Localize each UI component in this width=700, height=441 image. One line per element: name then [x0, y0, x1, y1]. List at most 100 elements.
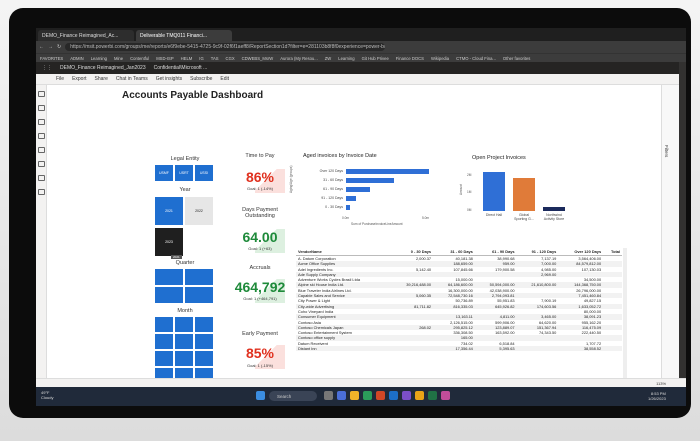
favorite-link[interactable]: HELM — [180, 55, 193, 61]
table-row[interactable]: A. Datum Corporation 2,000.37 40,181.38 38,… — [296, 256, 622, 262]
month-button[interactable] — [195, 368, 213, 378]
toolbar-get-insights-button[interactable]: Get insights — [155, 76, 183, 82]
column-header[interactable]: VendorName — [296, 248, 392, 256]
month-button[interactable] — [175, 317, 193, 332]
learn-icon[interactable] — [38, 175, 45, 181]
browser-tab-active[interactable]: Deliverable TMQ011 Financi... — [136, 30, 232, 41]
browse-icon[interactable] — [38, 119, 45, 125]
month-button[interactable] — [155, 368, 173, 378]
month-button[interactable] — [155, 351, 173, 366]
month-button[interactable] — [175, 334, 193, 349]
goals-icon[interactable] — [38, 147, 45, 153]
create-icon[interactable] — [38, 105, 45, 111]
refresh-icon[interactable]: ↻ — [57, 44, 62, 50]
year-2022[interactable]: 2022 — [185, 197, 213, 225]
table-row[interactable]: Adel Ingredients Inc. 5,142.40 107,845.66 1… — [296, 267, 622, 272]
browser-tab[interactable]: DEMO_Finance Reimagined_Ac... — [38, 30, 134, 41]
onenote-icon[interactable] — [402, 391, 411, 400]
favorite-link[interactable]: ADMIN — [70, 55, 84, 61]
outlook-icon[interactable] — [389, 391, 398, 400]
favorite-link[interactable]: MSD-ISP — [156, 55, 174, 61]
table-row[interactable]: Contoso office supply 165.00 — [296, 335, 622, 341]
clock[interactable]: 8:53 PM 1/26/2023 — [648, 391, 666, 401]
powerbi-icon[interactable] — [415, 391, 424, 400]
month-button[interactable] — [195, 317, 213, 332]
table-row[interactable]: Coho Vineyard India 80,000.00 — [296, 309, 622, 314]
quarter-q2[interactable] — [185, 269, 213, 285]
favorite-link[interactable]: Learning — [90, 55, 108, 61]
toolbar-share-button[interactable]: Share — [94, 76, 108, 82]
project-bar[interactable] — [543, 207, 565, 211]
toolbar-chat-in-teams-button[interactable]: Chat in Teams — [115, 76, 148, 82]
column-header[interactable]: 91 - 120 Days — [516, 248, 559, 256]
favorite-link[interactable]: Mine — [114, 55, 124, 61]
table-row[interactable]: Distant Inn 17,356.44 5,395.63 38,558.52 — [296, 346, 622, 352]
sensitivity-label[interactable]: Confidential\Microsoft ... — [153, 65, 208, 71]
year-2023[interactable]: 2023 — [155, 228, 183, 256]
favorite-link[interactable]: Finance DOCS — [395, 55, 424, 61]
favorite-link[interactable]: ZW — [324, 55, 332, 61]
favorite-link[interactable]: CGX — [225, 55, 235, 61]
column-header[interactable]: 61 - 90 Days — [474, 248, 517, 256]
weather-widget[interactable]: 49°F Cloudy — [41, 390, 53, 400]
month-button[interactable] — [155, 317, 173, 332]
favorite-link[interactable]: Learning — [338, 55, 355, 61]
month-button[interactable] — [175, 351, 193, 366]
teams-icon[interactable] — [337, 391, 346, 400]
excel-icon[interactable] — [428, 391, 437, 400]
filters-pane[interactable]: Filters — [661, 85, 679, 378]
url-field[interactable]: https://msit.powerbi.com/groups/me/repor… — [65, 43, 386, 51]
table-row[interactable]: City-wide Advertising 81,711.82 816,335.03… — [296, 303, 622, 309]
app-icon[interactable] — [441, 391, 450, 400]
favorite-link[interactable]: Git Hub Privee — [361, 55, 389, 61]
favorite-link[interactable]: Wikipedia — [430, 55, 450, 61]
legal-entity-ussi[interactable]: USSI — [195, 165, 213, 181]
column-header[interactable]: Over 120 Days — [558, 248, 604, 256]
favorite-link[interactable]: Other favorites — [502, 55, 531, 61]
legal-entity-usrt[interactable]: USRT — [175, 165, 193, 181]
edge-icon[interactable] — [363, 391, 372, 400]
file-explorer-icon[interactable] — [350, 391, 359, 400]
favorite-link[interactable]: CTMO - Cloud Fina... — [456, 55, 496, 61]
column-header[interactable]: 31 - 60 Days — [433, 248, 475, 256]
back-icon[interactable]: ← — [39, 44, 44, 50]
table-row[interactable]: Alpine ski House India Ltd. 39,216,488.00… — [296, 282, 622, 288]
toolbar-subscribe-button[interactable]: Subscribe — [190, 76, 213, 82]
table-scrollbar[interactable] — [623, 248, 627, 378]
table-row[interactable]: Capable Sales and Service 5,060.35 72,548,… — [296, 293, 622, 299]
favorite-link[interactable]: Aurora (My Resou... — [280, 55, 318, 61]
powerpoint-icon[interactable] — [376, 391, 385, 400]
table-row[interactable]: Ade Supply Company 2,969.00 — [296, 271, 622, 278]
datahub-icon[interactable] — [38, 133, 45, 139]
quarter-q4[interactable] — [185, 287, 213, 303]
toolbar-edit-button[interactable]: Edit — [220, 76, 229, 82]
toolbar-export-button[interactable]: Export — [72, 76, 87, 82]
quarter-q1[interactable] — [155, 269, 183, 285]
report-title[interactable]: DEMO_Finance Reimagined_Jan2023 — [60, 65, 146, 71]
zoom-level[interactable]: 113% — [656, 380, 666, 386]
table-row[interactable]: Contoso Entertainment System 336,308.50 16… — [296, 330, 622, 335]
legal-entity-usmf[interactable]: USMF — [155, 165, 173, 181]
start-icon[interactable] — [256, 391, 265, 400]
table-row[interactable]: Consumer Equipment 13,163.11 4,811.00 3,465… — [296, 314, 622, 320]
column-header[interactable]: 0 - 30 Days — [391, 248, 434, 256]
home-icon[interactable] — [38, 91, 45, 97]
favorite-link[interactable]: FAVORITES — [40, 55, 64, 61]
taskbar-search[interactable]: Search — [269, 391, 317, 401]
column-header[interactable]: Total — [603, 248, 622, 256]
year-2021[interactable]: 2021 — [155, 197, 183, 225]
apps-icon[interactable] — [38, 161, 45, 167]
favorite-link[interactable]: TAS — [210, 55, 219, 61]
workspaces-icon[interactable] — [38, 189, 45, 195]
table-row[interactable]: Acme Office Supplies 188,659.00 959.00 7,00… — [296, 261, 622, 267]
month-button[interactable] — [155, 334, 173, 349]
task-view-icon[interactable] — [324, 391, 333, 400]
month-button[interactable] — [195, 334, 213, 349]
forward-icon[interactable]: → — [48, 44, 53, 50]
favorite-link[interactable]: IG — [199, 55, 204, 61]
app-grid-icon[interactable]: ⋮⋮ — [42, 65, 52, 71]
favorite-link[interactable]: Contentful — [130, 55, 150, 61]
favorite-link[interactable]: CDWEBS_MsrW — [241, 55, 274, 61]
table-row[interactable]: City Power & Light 50,736.89 55,951.83 7,90… — [296, 298, 622, 303]
table-row[interactable]: Contoso Chemicals Japan 268.02 295,825.12 1… — [296, 324, 622, 331]
